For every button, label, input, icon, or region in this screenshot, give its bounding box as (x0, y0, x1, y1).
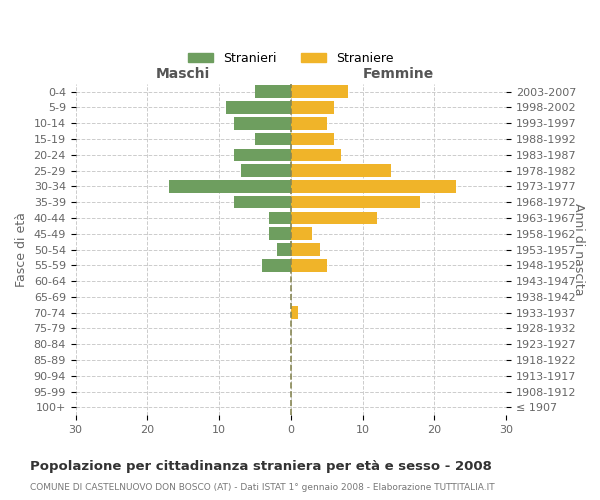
Bar (233, 148, 291, 161)
Bar (169, 180, 291, 192)
Bar (277, 243, 291, 256)
Bar (291, 86, 349, 98)
Bar (291, 196, 420, 208)
Bar (233, 196, 291, 208)
Text: Femmine: Femmine (363, 66, 434, 80)
Text: Maschi: Maschi (156, 66, 211, 80)
Bar (291, 212, 377, 224)
Text: COMUNE DI CASTELNUOVO DON BOSCO (AT) - Dati ISTAT 1° gennaio 2008 - Elaborazione: COMUNE DI CASTELNUOVO DON BOSCO (AT) - D… (30, 483, 494, 492)
Y-axis label: Fasce di età: Fasce di età (15, 212, 28, 287)
Bar (291, 243, 320, 256)
Bar (291, 148, 341, 161)
Bar (291, 164, 391, 177)
Bar (233, 117, 291, 130)
Bar (262, 259, 291, 272)
Text: Popolazione per cittadinanza straniera per età e sesso - 2008: Popolazione per cittadinanza straniera p… (30, 460, 492, 473)
Bar (291, 117, 327, 130)
Bar (269, 228, 291, 240)
Bar (255, 132, 291, 145)
Bar (291, 259, 327, 272)
Y-axis label: Anni di nascita: Anni di nascita (572, 204, 585, 296)
Bar (241, 164, 291, 177)
Bar (291, 101, 334, 114)
Bar (291, 180, 456, 192)
Bar (226, 101, 291, 114)
Bar (291, 306, 298, 319)
Bar (291, 132, 334, 145)
Bar (269, 212, 291, 224)
Bar (255, 86, 291, 98)
Bar (291, 228, 313, 240)
Legend: Stranieri, Straniere: Stranieri, Straniere (183, 47, 399, 70)
